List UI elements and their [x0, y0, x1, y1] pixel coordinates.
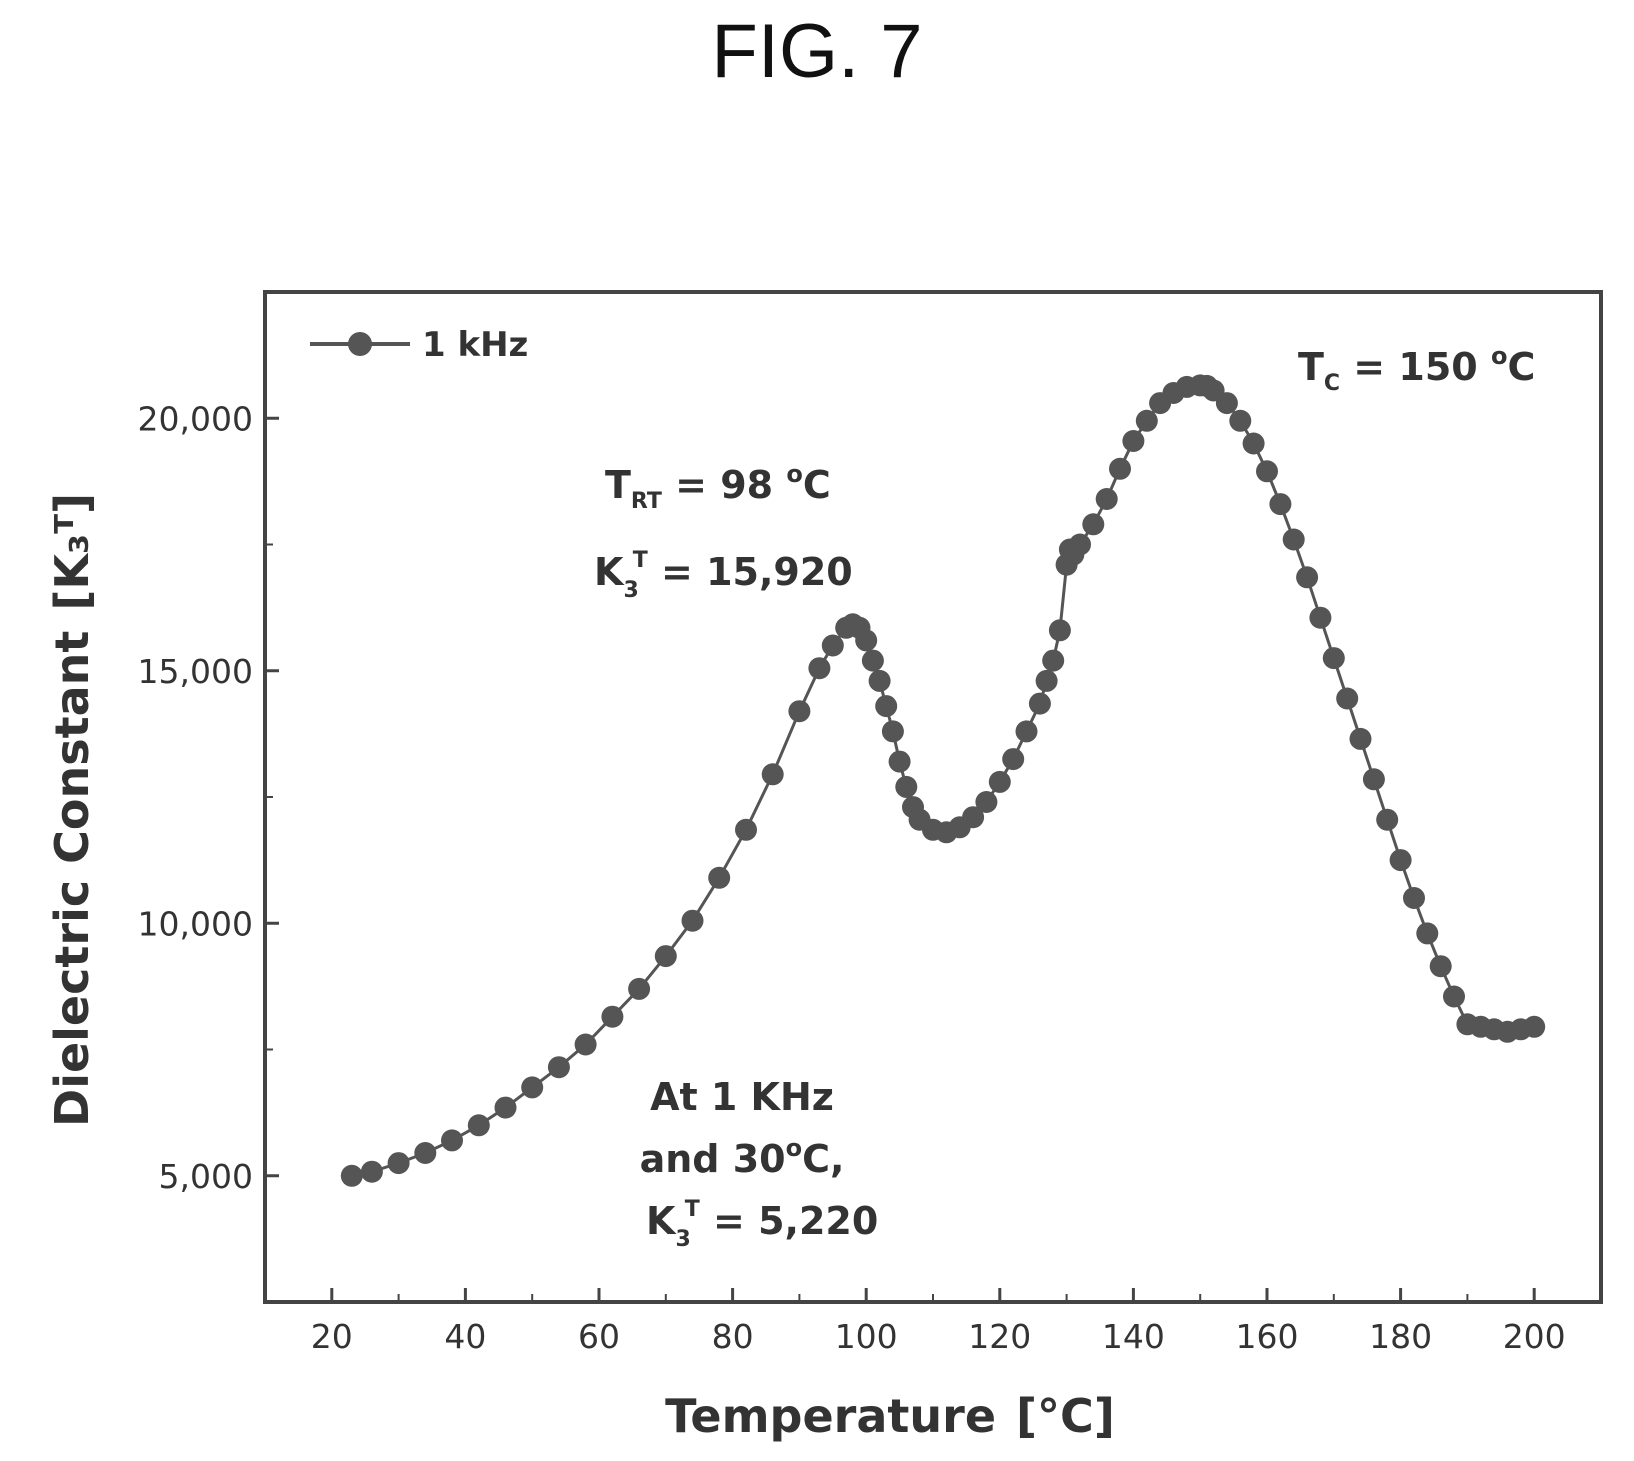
data-point	[875, 695, 898, 718]
data-point	[1349, 727, 1372, 750]
x-tick-label: 160	[1236, 1317, 1299, 1356]
data-point	[1002, 748, 1025, 771]
data-point	[1028, 692, 1051, 715]
data-point	[821, 634, 844, 657]
data-point	[1389, 849, 1412, 872]
legend: 1 kHz	[310, 325, 528, 365]
data-point	[1429, 955, 1452, 978]
x-tick-label: 120	[968, 1317, 1031, 1356]
figure-label: FIG. 7	[711, 9, 923, 94]
annotation-note-line3: K3T = 5,220	[646, 1197, 878, 1252]
data-point	[708, 866, 731, 889]
x-tick-label: 100	[835, 1317, 898, 1356]
data-point	[1296, 566, 1319, 589]
legend-label: 1 kHz	[422, 325, 528, 365]
annotation-k3-15920: K3T = 15,920	[594, 548, 853, 603]
data-point	[761, 763, 784, 786]
x-tick-label: 180	[1369, 1317, 1432, 1356]
data-point	[1242, 432, 1265, 455]
plot-frame	[263, 290, 1603, 1304]
data-point	[1229, 409, 1252, 432]
annotation-note-line2: and 30oC,	[640, 1134, 845, 1181]
data-point	[574, 1033, 597, 1056]
series-1khz	[340, 374, 1546, 1187]
data-point	[1336, 687, 1359, 710]
x-axis: 20 40 60 80 100 120 140 160 180 200	[311, 1288, 1566, 1356]
data-point	[895, 775, 918, 798]
y-axis: 5,000 10,000 15,000 20,000	[138, 291, 279, 1303]
y-axis-title: Dielectric Constant[K₃ᵀ]	[45, 493, 99, 1127]
data-point	[681, 909, 704, 932]
data-point	[1095, 488, 1118, 510]
data-point	[861, 649, 884, 672]
data-point	[1109, 457, 1131, 480]
data-point	[735, 818, 757, 841]
data-point	[1443, 985, 1465, 1008]
data-point	[988, 770, 1011, 793]
data-point	[547, 1056, 570, 1079]
annotation-note-line1: At 1 KHz	[650, 1075, 834, 1119]
data-point	[414, 1142, 437, 1164]
data-point	[601, 1005, 624, 1028]
data-point	[888, 750, 911, 773]
data-point	[808, 657, 831, 680]
data-point	[788, 700, 811, 723]
data-point	[1269, 493, 1292, 516]
data-point	[1015, 720, 1038, 743]
data-point	[360, 1160, 383, 1183]
data-point	[868, 669, 891, 692]
data-point	[628, 977, 651, 1000]
data-point	[1215, 392, 1238, 415]
data-point	[1135, 409, 1158, 432]
data-point	[1256, 460, 1278, 483]
data-point	[1282, 528, 1305, 551]
data-point	[881, 720, 904, 743]
data-point	[1122, 430, 1145, 452]
data-point	[1376, 808, 1399, 831]
data-point	[1069, 533, 1091, 556]
data-point	[1416, 922, 1439, 945]
x-tick-label: 200	[1503, 1317, 1566, 1356]
data-point	[521, 1076, 544, 1099]
data-point	[855, 629, 878, 652]
data-point	[1322, 647, 1345, 670]
annotation-trt: TRT = 98 oC	[605, 460, 831, 514]
data-point	[1082, 513, 1105, 536]
data-point	[467, 1114, 490, 1137]
data-point	[1403, 887, 1425, 909]
series-line	[351, 383, 1535, 1178]
y-tick-label: 5,000	[159, 1157, 253, 1196]
x-tick-label: 80	[712, 1317, 754, 1356]
x-tick-label: 20	[311, 1317, 353, 1356]
annotation-tc: TC = 150 oC	[1298, 342, 1535, 396]
x-tick-label: 40	[444, 1317, 486, 1356]
data-point	[1042, 649, 1065, 672]
x-tick-label: 140	[1102, 1317, 1165, 1356]
y-tick-label: 20,000	[138, 399, 253, 438]
x-axis-title: Temperature [°C]	[665, 1389, 1115, 1443]
y-tick-label: 10,000	[138, 904, 253, 943]
y-tick-label: 15,000	[138, 652, 253, 691]
data-point	[441, 1129, 463, 1152]
data-point	[494, 1096, 517, 1119]
data-point	[340, 1164, 363, 1187]
data-point	[1362, 768, 1385, 791]
data-point	[387, 1152, 410, 1175]
legend-marker	[348, 332, 372, 356]
data-point	[962, 806, 985, 829]
data-point	[654, 945, 677, 968]
x-tick-label: 60	[578, 1317, 620, 1356]
data-point	[1035, 669, 1058, 692]
data-point	[1523, 1015, 1546, 1038]
data-point	[975, 791, 998, 813]
data-point	[1309, 606, 1332, 629]
data-point	[1048, 619, 1071, 642]
